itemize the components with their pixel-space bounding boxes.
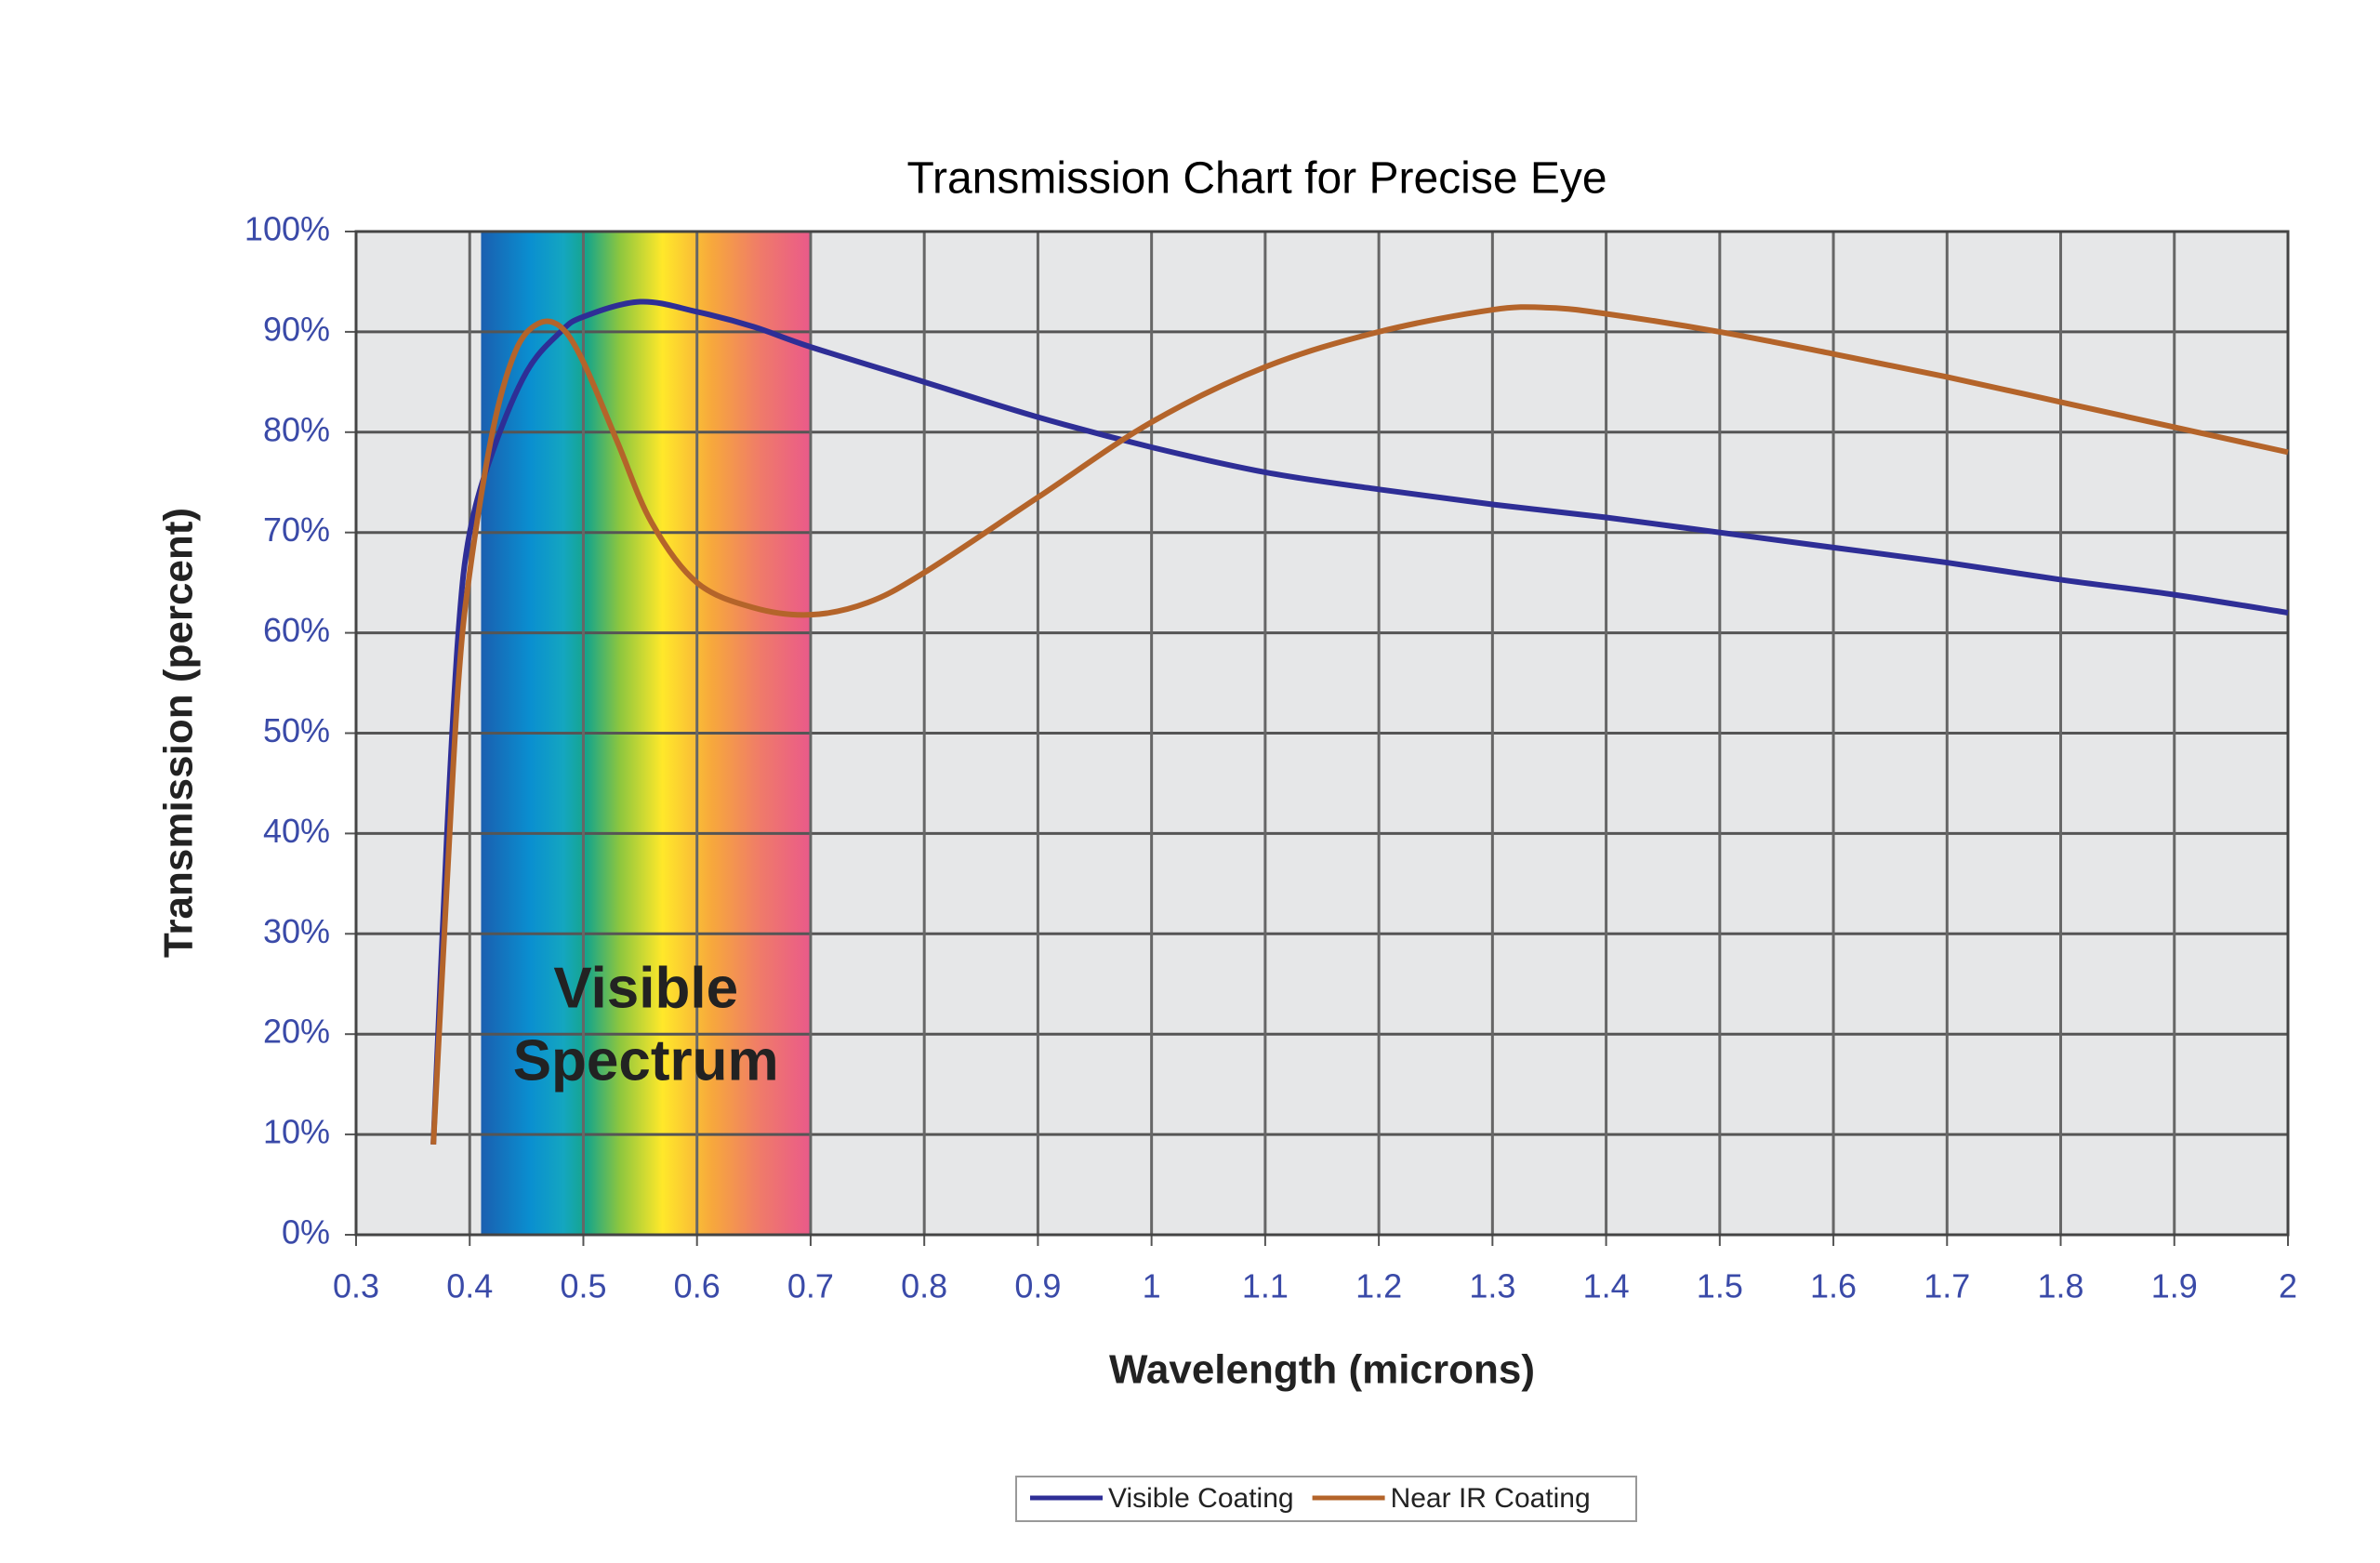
y-tick-label: 60% [263, 611, 330, 649]
y-tick-label: 10% [263, 1113, 330, 1151]
series-line [430, 304, 2289, 1146]
x-tick-label: 1.3 [1469, 1267, 1515, 1305]
series-line [430, 298, 2289, 1146]
y-tick-label: 100% [245, 210, 330, 248]
y-tick-label: 70% [263, 510, 330, 549]
x-tick-label: 1.4 [1583, 1267, 1630, 1305]
region-label: Spectrum [513, 1028, 779, 1093]
y-tick-label: 30% [263, 912, 330, 950]
chart-title: Transmission Chart for Precise Eye [906, 154, 1606, 204]
x-tick-label: 1.5 [1697, 1267, 1743, 1305]
y-tick-label: 40% [263, 812, 330, 850]
x-tick-label: 0.8 [901, 1267, 947, 1305]
x-tick-label: 1.7 [1924, 1267, 1970, 1305]
x-tick-label: 1 [1143, 1267, 1161, 1305]
x-tick-label: 0.5 [560, 1267, 606, 1305]
legend-label: Visible Coating [1108, 1483, 1294, 1514]
y-tick-label: 0% [282, 1213, 330, 1252]
legend: Visible Coating Near IR Coating [1015, 1476, 1637, 1522]
y-tick-label: 80% [263, 410, 330, 448]
y-axis-label: Transmission (percent) [156, 508, 202, 958]
plot-border [354, 230, 2290, 1237]
y-tick-label: 20% [263, 1013, 330, 1051]
y-tick-label: 90% [263, 310, 330, 348]
legend-label: Near IR Coating [1391, 1483, 1591, 1514]
x-tick-label: 2 [2279, 1267, 2297, 1305]
x-tick-label: 1.9 [2151, 1267, 2198, 1305]
x-tick-label: 0.9 [1014, 1267, 1061, 1305]
region-label: Visible [553, 956, 738, 1020]
x-tick-label: 1.2 [1355, 1267, 1402, 1305]
plot-area: 0% 10% 20% 30% 40% 50% 60% 70% 80% 90% 100% 0.3 0.4 0… [245, 210, 2297, 1305]
x-tick-label: 1.1 [1242, 1267, 1289, 1305]
y-tick-label: 50% [263, 711, 330, 749]
x-tick-label: 0.4 [446, 1267, 493, 1305]
x-tick-label: 0.6 [674, 1267, 721, 1305]
x-tick-label: 0.7 [787, 1267, 834, 1305]
x-tick-label: 1.6 [1810, 1267, 1857, 1305]
x-axis-label: Wavelength (microns) [1109, 1347, 1535, 1393]
x-tick-label: 1.8 [2038, 1267, 2084, 1305]
x-tick-label: 0.3 [333, 1267, 379, 1305]
